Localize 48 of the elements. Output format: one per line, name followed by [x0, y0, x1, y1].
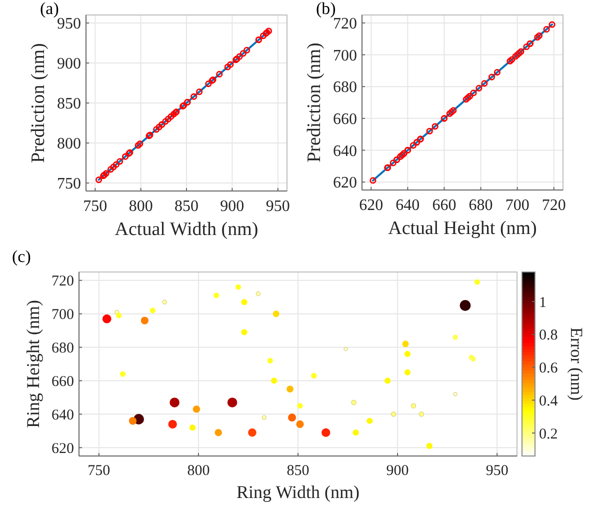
y-tick-label: 640: [52, 407, 74, 424]
color-bar-label: 0.6: [539, 360, 558, 377]
chart-title: (c): [12, 247, 31, 266]
y-axis-title: Prediction (nm): [28, 43, 49, 163]
y-tick-label: 950: [57, 16, 81, 33]
y-tick-label: 850: [57, 96, 81, 113]
y-tick-label: 640: [333, 142, 357, 160]
y-axis-title: Prediction (nm): [304, 42, 325, 162]
x-axis-title: Actual Height (nm): [388, 218, 537, 239]
x-tick-label: 850: [286, 463, 310, 479]
y-tick-label: 620: [333, 174, 357, 192]
x-axis-title: Ring Width (nm): [236, 482, 360, 502]
color-bar-label: 1: [539, 294, 546, 311]
y-axis-title: Ring Height (nm): [23, 300, 43, 428]
color-bar-label: 0.4: [539, 393, 558, 410]
x-tick-label: 720: [542, 197, 566, 214]
x-tick-label: 660: [432, 197, 456, 214]
x-tick-label: 800: [128, 198, 153, 215]
x-tick-label: 950: [486, 463, 508, 479]
x-tick-label: 620: [359, 197, 384, 214]
x-tick-label: 900: [386, 463, 409, 479]
x-axis-title: Actual Width (nm): [114, 219, 258, 240]
x-tick-label: 750: [88, 463, 110, 479]
chart-title: (b): [316, 0, 336, 18]
y-tick-label: 700: [52, 307, 74, 324]
color-bar-label: 0.8: [539, 328, 558, 344]
x-tick-label: 700: [505, 197, 530, 214]
y-tick-label: 720: [333, 16, 357, 33]
chart-title: (a): [40, 0, 59, 18]
x-tick-label: 680: [468, 197, 493, 214]
y-tick-label: 700: [333, 47, 357, 64]
x-tick-label: 900: [220, 198, 244, 215]
y-tick-label: 900: [57, 56, 81, 73]
x-tick-label: 640: [396, 197, 420, 214]
y-tick-label: 750: [57, 176, 81, 193]
color-bar-label: 0.2: [539, 426, 558, 442]
x-tick-label: 800: [187, 463, 210, 479]
y-tick-label: 660: [333, 111, 357, 128]
x-tick-label: 850: [174, 198, 198, 215]
y-tick-label: 720: [52, 274, 74, 290]
y-tick-label: 660: [52, 374, 74, 390]
x-tick-label: 950: [266, 198, 290, 215]
y-tick-label: 800: [57, 136, 81, 153]
y-tick-label: 680: [52, 340, 74, 357]
y-tick-label: 680: [333, 79, 357, 96]
color-bar-title: Error (nm): [567, 327, 586, 401]
y-tick-label: 620: [52, 440, 74, 457]
x-tick-label: 750: [83, 198, 108, 215]
